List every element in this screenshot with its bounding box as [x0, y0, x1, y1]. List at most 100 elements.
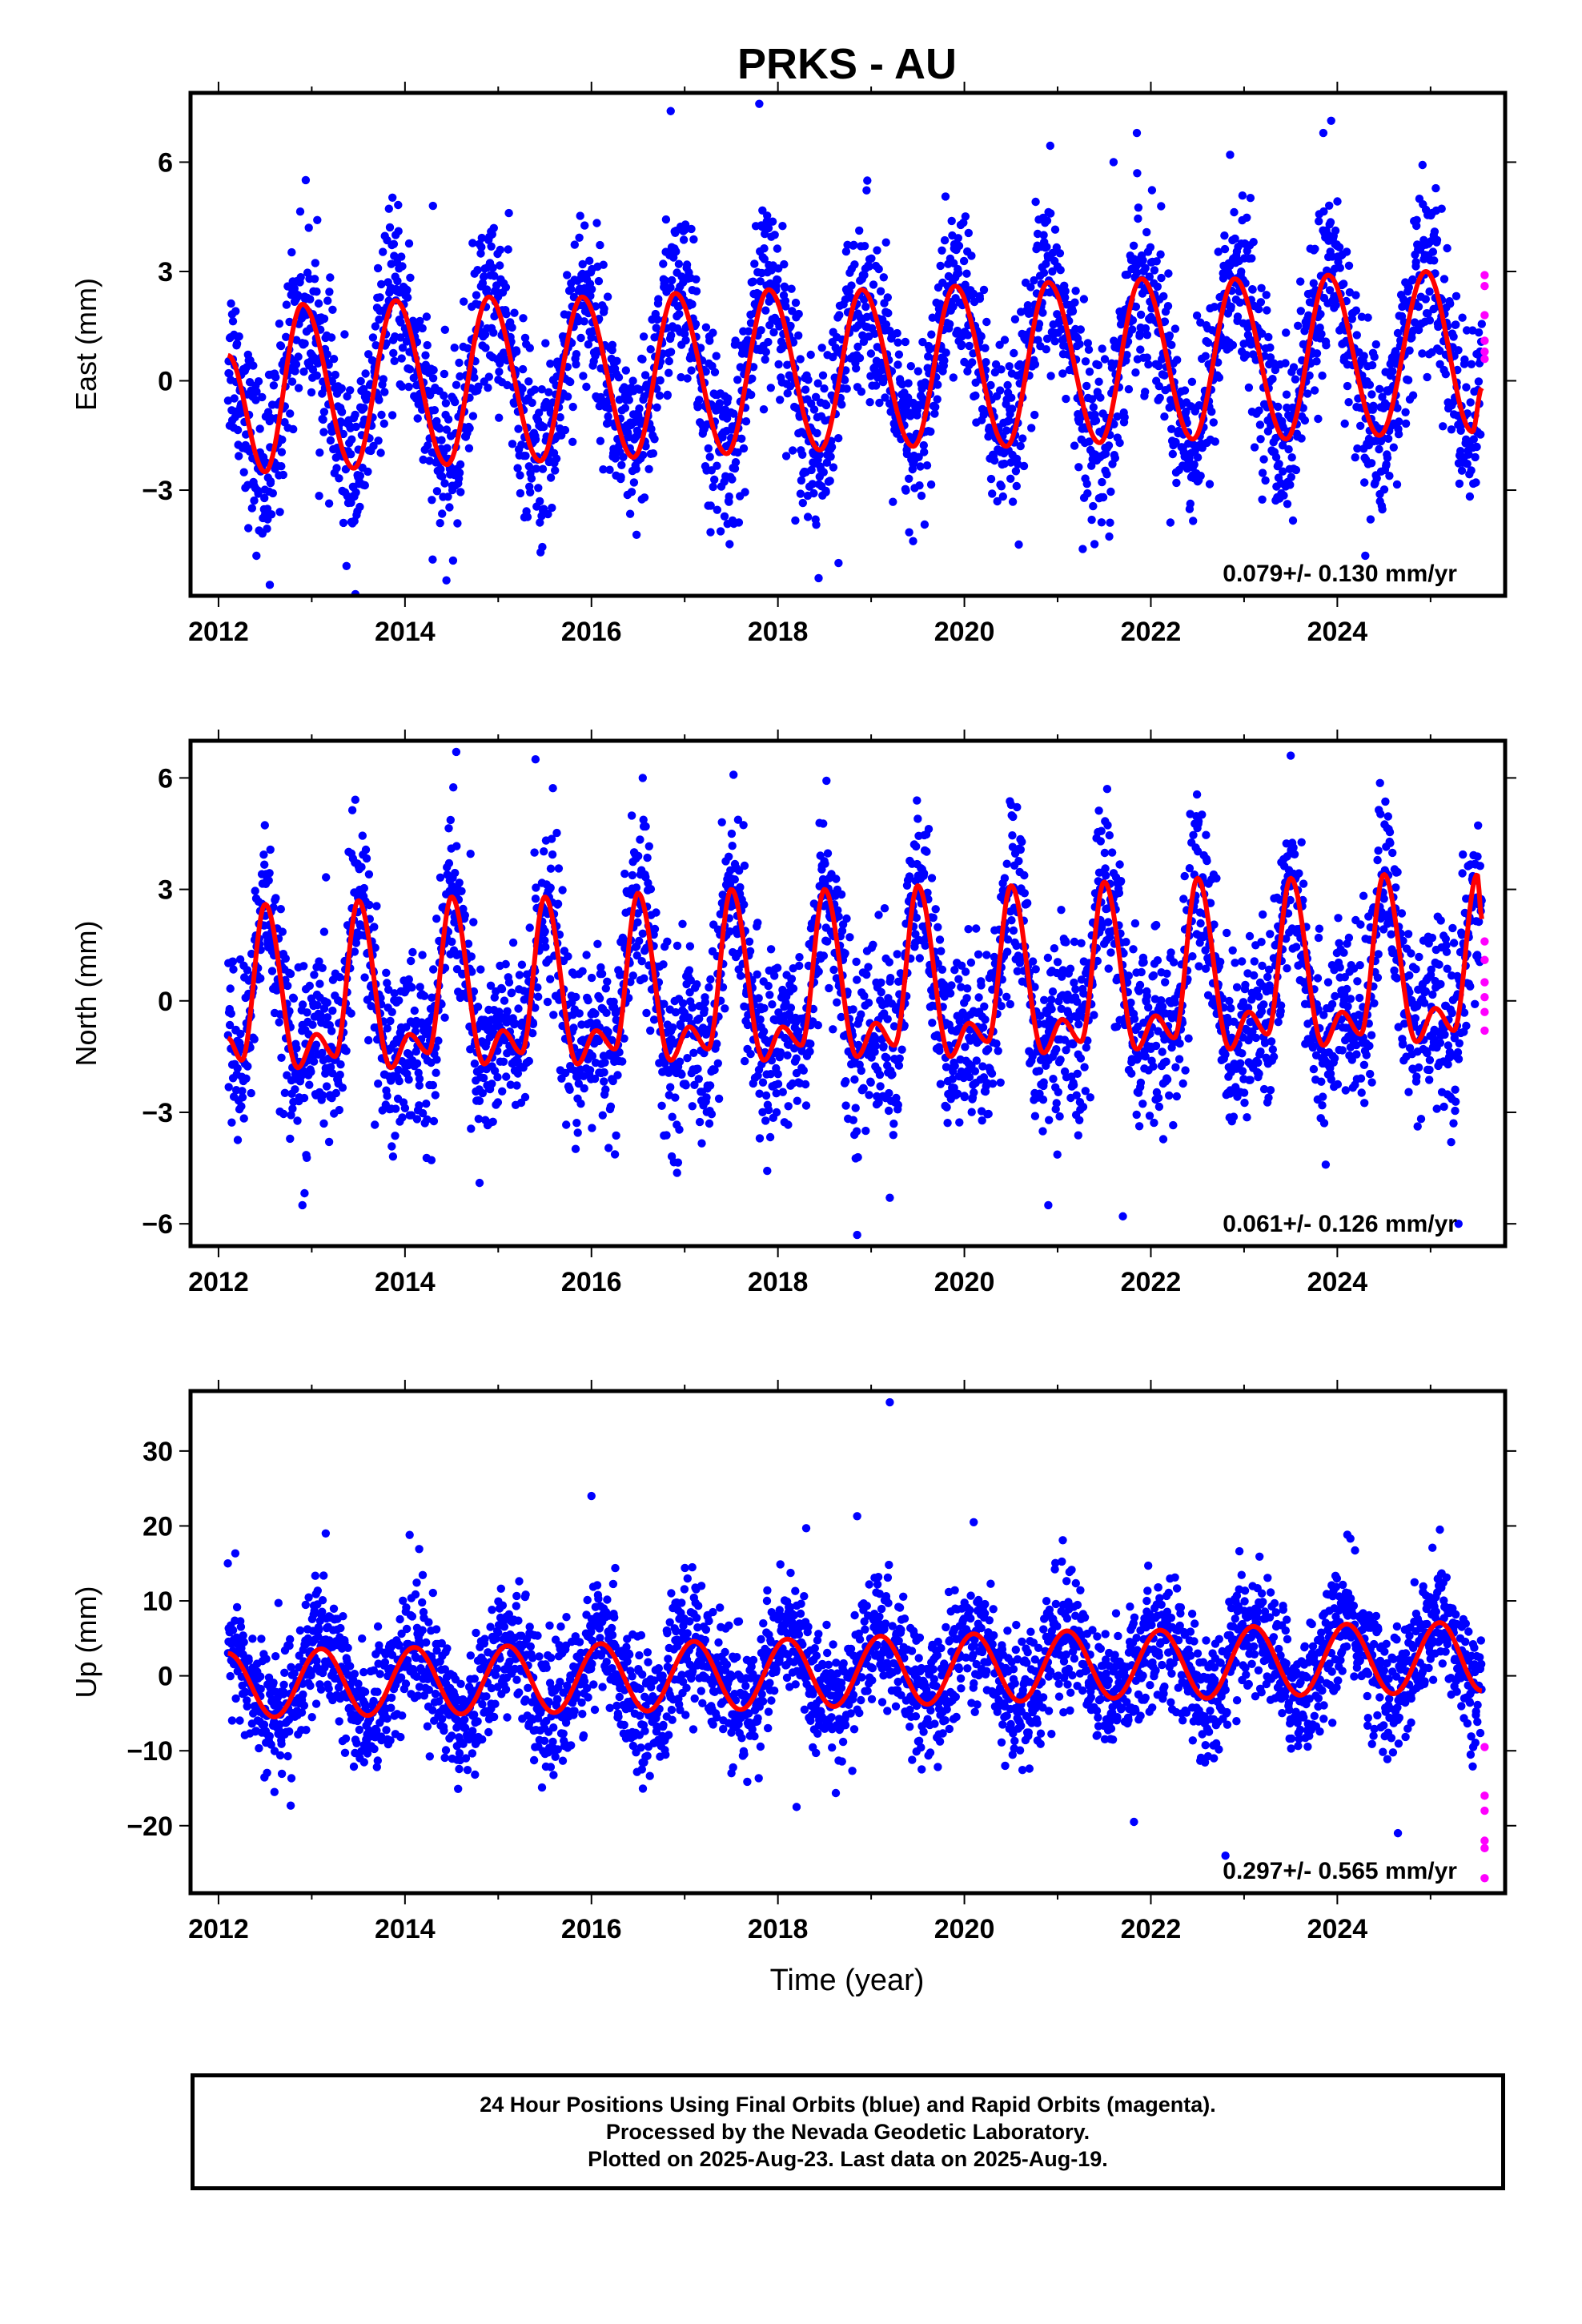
data-point — [1289, 363, 1299, 372]
data-point — [1283, 500, 1292, 509]
data-point — [924, 352, 933, 361]
data-point — [693, 1064, 702, 1073]
data-point — [857, 1066, 866, 1076]
data-point — [1249, 238, 1258, 247]
data-point — [1219, 274, 1228, 283]
data-point — [473, 266, 482, 275]
data-point — [403, 293, 412, 302]
data-point — [1353, 444, 1362, 453]
data-point — [347, 498, 355, 507]
data-point — [587, 285, 596, 294]
data-point — [893, 1100, 903, 1109]
data-point — [938, 246, 946, 255]
data-point — [1425, 316, 1435, 325]
data-point — [315, 492, 323, 501]
data-point — [827, 443, 837, 452]
data-point — [613, 1071, 622, 1080]
data-point — [1343, 381, 1352, 391]
data-point — [250, 1035, 259, 1043]
data-point — [1257, 283, 1266, 292]
data-point — [792, 1054, 801, 1063]
data-point — [406, 273, 415, 282]
data-point — [950, 259, 958, 267]
data-point — [351, 410, 359, 420]
data-point — [1363, 313, 1372, 322]
data-point — [460, 911, 469, 920]
data-point — [269, 903, 278, 912]
data-point — [1371, 340, 1381, 349]
data-point — [807, 465, 816, 475]
data-point — [238, 1093, 247, 1102]
data-point — [331, 370, 339, 380]
data-point — [927, 330, 936, 339]
data-point — [849, 1116, 858, 1124]
data-point — [605, 465, 614, 474]
data-point — [926, 480, 936, 489]
data-point — [604, 404, 614, 413]
data-point — [603, 977, 612, 987]
data-point — [424, 1025, 434, 1034]
data-point — [1134, 214, 1142, 223]
data-point — [1317, 329, 1326, 339]
data-point — [576, 333, 585, 343]
data-point — [1271, 365, 1280, 375]
data-point — [400, 1104, 410, 1113]
data-point — [1110, 420, 1118, 428]
data-point — [575, 1009, 584, 1018]
data-point — [533, 983, 542, 992]
data-point — [546, 864, 556, 873]
data-point — [822, 458, 832, 467]
data-point — [569, 1023, 578, 1032]
data-point — [1215, 373, 1224, 382]
data-point — [1070, 298, 1079, 307]
data-point — [315, 448, 324, 457]
data-point — [850, 1075, 859, 1084]
data-point — [1412, 215, 1421, 224]
data-point — [646, 345, 655, 354]
x-tick-label: 2014 — [375, 617, 436, 647]
data-point — [853, 975, 861, 984]
data-point — [537, 385, 546, 394]
data-point — [787, 975, 797, 983]
data-point — [408, 947, 417, 957]
data-point — [1042, 216, 1052, 225]
data-point — [1466, 398, 1475, 407]
data-point — [455, 358, 464, 368]
data-point — [730, 875, 739, 884]
data-point — [731, 336, 740, 345]
data-point — [376, 448, 385, 457]
data-point — [223, 396, 233, 405]
data-point — [436, 519, 444, 528]
data-point — [570, 240, 579, 249]
data-point — [697, 1139, 706, 1148]
data-point — [569, 292, 579, 302]
data-point — [520, 333, 530, 343]
data-point — [337, 384, 346, 393]
data-point — [1477, 320, 1487, 328]
data-point — [706, 501, 715, 510]
data-point — [1428, 247, 1438, 256]
data-point — [347, 1009, 355, 1018]
data-point — [801, 1101, 811, 1110]
data-point — [819, 468, 828, 476]
data-point — [573, 1128, 582, 1137]
data-point — [981, 344, 990, 352]
data-point — [1242, 351, 1251, 360]
data-point — [464, 939, 473, 948]
data-point — [737, 434, 746, 443]
data-point — [889, 1131, 898, 1140]
data-point — [1309, 279, 1319, 287]
data-point — [1016, 441, 1025, 451]
data-point — [251, 396, 260, 404]
data-point — [691, 320, 701, 328]
data-point — [628, 376, 637, 385]
data-point — [668, 1112, 677, 1121]
data-point — [551, 466, 560, 475]
data-point — [258, 392, 267, 402]
data-point — [339, 429, 347, 439]
data-point — [655, 391, 665, 400]
data-point — [763, 1166, 772, 1176]
data-point — [851, 1104, 860, 1112]
data-point — [1142, 331, 1152, 340]
data-point — [646, 885, 656, 894]
